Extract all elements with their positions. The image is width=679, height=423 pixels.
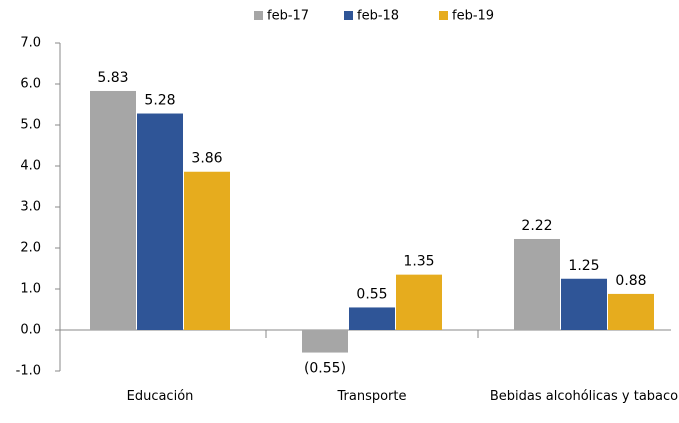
y-tick-label: 1.0 xyxy=(20,282,41,297)
bar xyxy=(137,113,183,331)
data-label: 3.86 xyxy=(191,151,222,167)
y-tick-label: 4.0 xyxy=(20,159,41,174)
bar xyxy=(608,293,654,330)
data-label: 5.28 xyxy=(144,93,175,109)
legend-label: feb-17 xyxy=(267,9,309,24)
legend-label: feb-18 xyxy=(357,9,399,24)
legend-swatch xyxy=(254,11,263,20)
x-tick-label: Transporte xyxy=(337,389,407,404)
x-tick-label: Educación xyxy=(126,389,194,404)
y-tick-label: 5.0 xyxy=(20,118,41,133)
bar xyxy=(396,274,442,330)
data-label: 1.35 xyxy=(403,254,434,270)
bar xyxy=(349,307,395,330)
data-label: 5.83 xyxy=(97,70,128,86)
y-tick-label: -1.0 xyxy=(16,364,41,379)
y-tick-label: 7.0 xyxy=(20,36,41,51)
y-tick-label: 0.0 xyxy=(20,323,41,338)
bar xyxy=(561,278,607,330)
legend-label: feb-19 xyxy=(452,9,494,24)
data-label: 0.88 xyxy=(615,273,646,289)
data-label: (0.55) xyxy=(304,361,346,377)
y-tick-label: 6.0 xyxy=(20,77,41,92)
bar xyxy=(184,171,230,330)
data-label: 2.22 xyxy=(521,218,552,234)
y-tick-label: 2.0 xyxy=(20,241,41,256)
data-label: 0.55 xyxy=(356,286,387,302)
bar xyxy=(302,330,348,353)
bar xyxy=(90,90,136,330)
legend-swatch xyxy=(344,11,353,20)
legend-swatch xyxy=(439,11,448,20)
y-tick-label: 3.0 xyxy=(20,200,41,215)
data-label: 1.25 xyxy=(568,258,599,274)
bar xyxy=(514,238,560,330)
x-tick-label: Bebidas alcohólicas y tabaco xyxy=(489,389,679,404)
